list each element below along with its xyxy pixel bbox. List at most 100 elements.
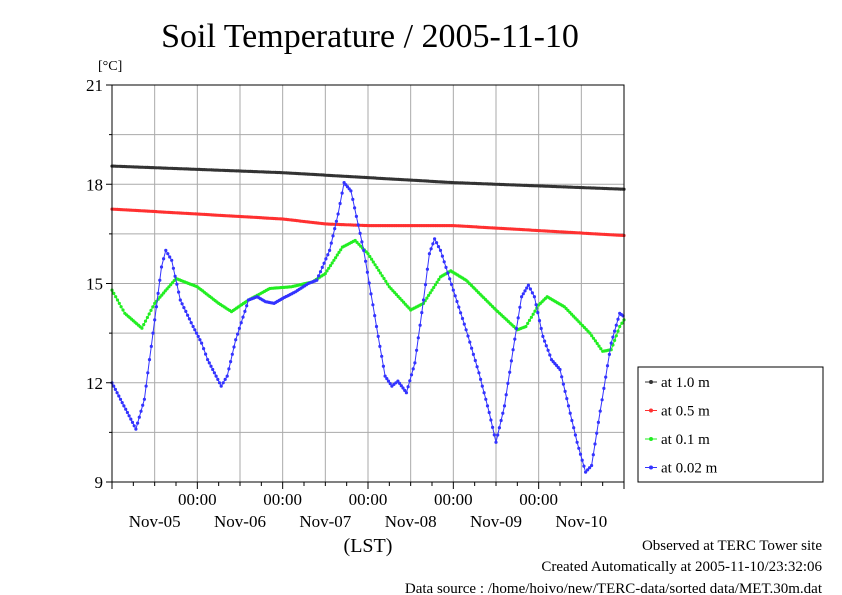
series-point bbox=[375, 265, 379, 270]
series-point bbox=[409, 373, 414, 377]
series-point bbox=[570, 418, 574, 423]
series-point bbox=[239, 321, 243, 325]
series-point bbox=[433, 283, 437, 287]
series-point bbox=[232, 345, 236, 349]
series-point bbox=[527, 318, 532, 322]
series-point bbox=[187, 317, 191, 321]
series-point bbox=[241, 315, 245, 319]
series-point bbox=[354, 214, 358, 218]
series-point bbox=[147, 358, 152, 362]
series-point bbox=[460, 316, 465, 321]
chart-title: Soil Temperature / 2005-11-10 bbox=[161, 18, 579, 55]
footer-data-source: Data source : /home/hoivo/new/TERC-data/… bbox=[405, 581, 823, 595]
series-point bbox=[167, 285, 171, 289]
x-date-label: Nov-09 bbox=[470, 512, 522, 531]
series-point bbox=[582, 464, 586, 468]
series-point bbox=[200, 341, 204, 345]
series-point bbox=[435, 280, 439, 284]
series-point bbox=[115, 391, 119, 395]
series-point bbox=[178, 298, 182, 302]
series-point bbox=[578, 452, 583, 456]
series-point bbox=[446, 271, 450, 275]
series-point bbox=[539, 326, 543, 331]
series-point bbox=[360, 240, 364, 244]
series-point bbox=[332, 258, 336, 262]
series-point bbox=[358, 231, 362, 235]
series-point bbox=[186, 313, 190, 317]
series-point bbox=[600, 398, 604, 402]
series-point bbox=[164, 248, 168, 252]
series-point bbox=[198, 338, 202, 342]
series-point bbox=[516, 316, 520, 320]
series-point bbox=[548, 353, 552, 357]
series-point bbox=[322, 261, 326, 265]
series-point bbox=[245, 304, 249, 308]
series-point bbox=[614, 323, 618, 327]
x-time-label: 00:00 bbox=[263, 490, 302, 509]
series-point bbox=[207, 361, 211, 365]
series-point bbox=[534, 303, 538, 307]
series-point bbox=[340, 191, 344, 195]
series-point bbox=[406, 385, 410, 389]
series-point bbox=[356, 223, 360, 227]
series-point bbox=[504, 393, 508, 397]
series-point bbox=[418, 323, 422, 327]
series-point bbox=[457, 305, 461, 309]
series-point bbox=[334, 219, 338, 223]
series-point bbox=[119, 305, 123, 309]
series-point bbox=[477, 371, 481, 375]
y-tick-label: 15 bbox=[86, 275, 103, 294]
series-point bbox=[425, 296, 429, 300]
series-point bbox=[219, 384, 223, 388]
series-point bbox=[427, 293, 431, 297]
series-point bbox=[572, 426, 576, 430]
series-point bbox=[532, 295, 537, 299]
series-point bbox=[180, 302, 184, 306]
series-point bbox=[442, 260, 446, 264]
series-point bbox=[431, 242, 435, 246]
series-point bbox=[325, 269, 329, 273]
series-point bbox=[166, 252, 170, 256]
series-point bbox=[122, 404, 126, 408]
series-point bbox=[376, 334, 380, 338]
series-point bbox=[374, 324, 379, 329]
series-point bbox=[537, 319, 542, 323]
series-point bbox=[470, 346, 474, 350]
series-point bbox=[523, 289, 527, 293]
series-point bbox=[433, 237, 437, 241]
series-point bbox=[209, 364, 213, 368]
series-point bbox=[602, 386, 606, 390]
legend-label: at 0.5 m bbox=[661, 404, 710, 420]
series-point bbox=[448, 277, 452, 281]
series-point bbox=[604, 375, 608, 379]
series-point bbox=[177, 290, 181, 294]
series-point bbox=[508, 370, 512, 374]
series-point bbox=[526, 321, 530, 325]
series-point bbox=[501, 411, 505, 415]
x-date-label: Nov-10 bbox=[555, 512, 607, 531]
series-point bbox=[353, 206, 357, 210]
series-point bbox=[153, 318, 157, 322]
series-point bbox=[368, 254, 372, 259]
y-axis-unit-label: [°C] bbox=[98, 59, 122, 74]
series-point bbox=[327, 266, 331, 270]
series-point bbox=[331, 234, 335, 238]
series-point bbox=[451, 288, 455, 292]
series-point bbox=[330, 261, 334, 265]
legend-label: at 0.02 m bbox=[661, 461, 718, 477]
series-point bbox=[568, 411, 572, 415]
series-point bbox=[432, 285, 436, 290]
series-point bbox=[404, 391, 408, 395]
series-point bbox=[326, 253, 330, 257]
series-point bbox=[370, 257, 374, 261]
series-point bbox=[142, 323, 146, 327]
series-point bbox=[533, 309, 537, 313]
series-point bbox=[117, 301, 121, 305]
legend-swatch-marker bbox=[649, 465, 653, 470]
series-point bbox=[194, 331, 199, 335]
series-point bbox=[338, 201, 342, 206]
x-time-label: 00:00 bbox=[349, 490, 388, 509]
series-point bbox=[466, 334, 470, 338]
series-point bbox=[225, 374, 229, 378]
legend-swatch-marker bbox=[649, 408, 653, 413]
